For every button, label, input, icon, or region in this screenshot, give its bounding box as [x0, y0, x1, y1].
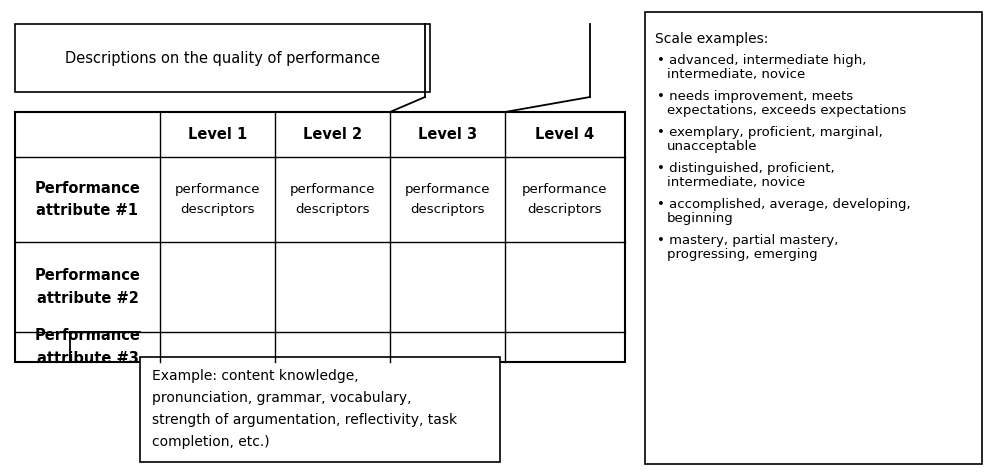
Text: • exemplary, proficient, marginal,: • exemplary, proficient, marginal,: [657, 126, 882, 139]
Bar: [645, 12, 982, 464]
Text: expectations, exceeds expectations: expectations, exceeds expectations: [667, 104, 906, 117]
Text: • mastery, partial mastery,: • mastery, partial mastery,: [657, 234, 839, 247]
Text: pronunciation, grammar, vocabulary,: pronunciation, grammar, vocabulary,: [152, 391, 411, 405]
Text: Performance
attribute #2: Performance attribute #2: [35, 269, 140, 305]
Text: Performance
attribute #3: Performance attribute #3: [35, 329, 140, 366]
Text: performance
descriptors: performance descriptors: [523, 184, 608, 216]
Text: Example: content knowledge,: Example: content knowledge,: [152, 369, 359, 383]
Text: • needs improvement, meets: • needs improvement, meets: [657, 90, 853, 103]
Text: unacceptable: unacceptable: [667, 140, 758, 153]
Text: performance
descriptors: performance descriptors: [405, 184, 490, 216]
Text: intermediate, novice: intermediate, novice: [667, 68, 805, 81]
Text: completion, etc.): completion, etc.): [152, 435, 270, 449]
Text: • advanced, intermediate high,: • advanced, intermediate high,: [657, 54, 866, 67]
Text: Performance
attribute #1: Performance attribute #1: [35, 181, 140, 218]
Text: progressing, emerging: progressing, emerging: [667, 248, 818, 261]
Text: Level 4: Level 4: [535, 127, 595, 142]
Text: performance
descriptors: performance descriptors: [175, 184, 260, 216]
Text: beginning: beginning: [667, 212, 734, 225]
Text: Level 3: Level 3: [418, 127, 477, 142]
Text: • distinguished, proficient,: • distinguished, proficient,: [657, 162, 835, 175]
Bar: [15, 112, 625, 362]
Text: strength of argumentation, reflectivity, task: strength of argumentation, reflectivity,…: [152, 413, 457, 427]
Text: • accomplished, average, developing,: • accomplished, average, developing,: [657, 198, 911, 211]
Bar: [140, 357, 500, 462]
Text: Scale examples:: Scale examples:: [655, 32, 769, 46]
Bar: [15, 24, 430, 92]
Text: intermediate, novice: intermediate, novice: [667, 176, 805, 189]
Text: Level 2: Level 2: [303, 127, 362, 142]
Text: performance
descriptors: performance descriptors: [289, 184, 375, 216]
Text: Level 1: Level 1: [188, 127, 247, 142]
Text: Descriptions on the quality of performance: Descriptions on the quality of performan…: [65, 51, 380, 66]
